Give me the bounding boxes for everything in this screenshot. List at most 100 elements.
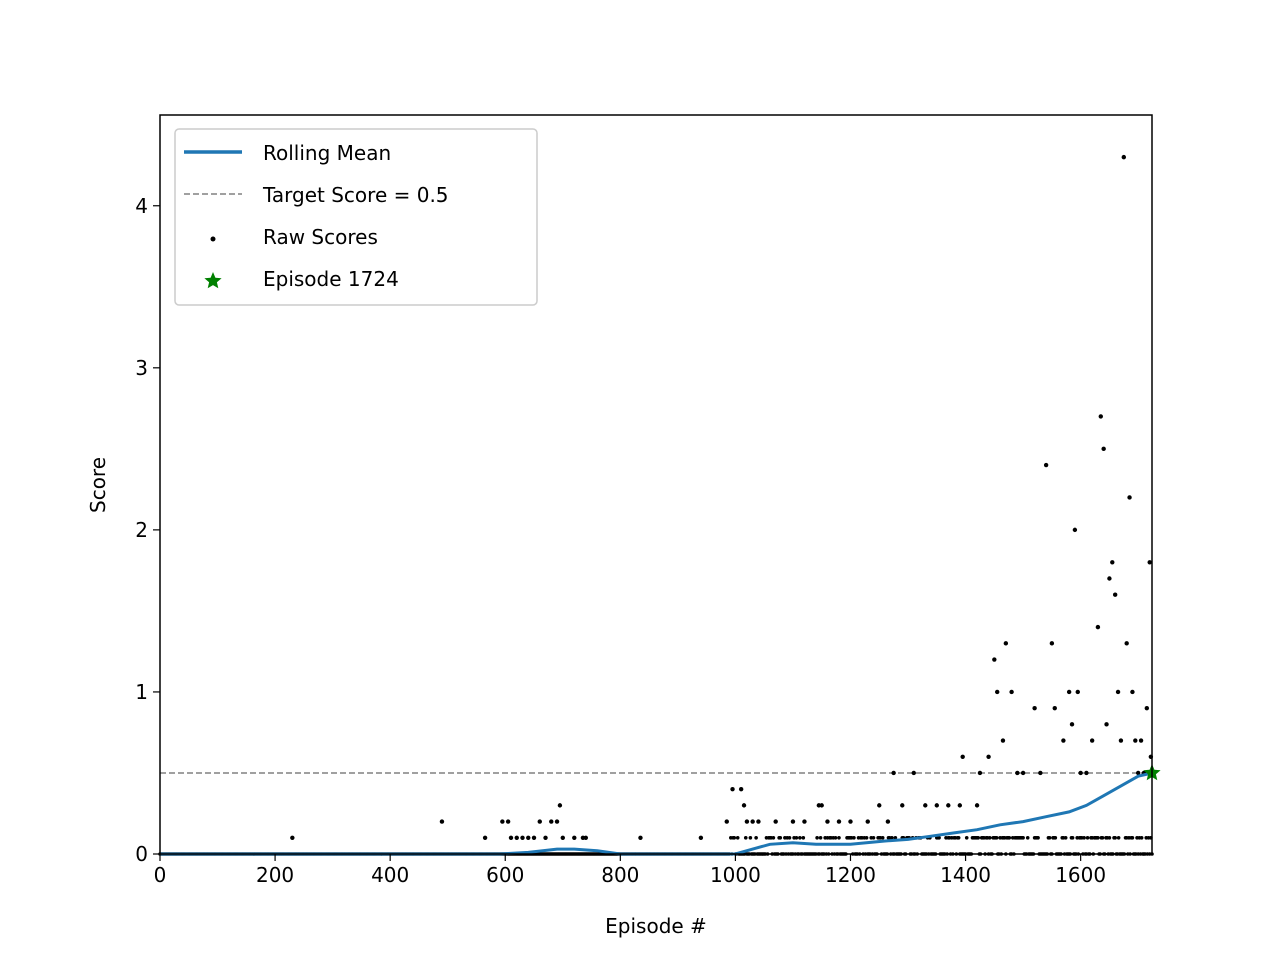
raw-score-point [773,819,778,824]
raw-score-point [937,835,941,840]
raw-score-point [1070,835,1075,840]
raw-score-point [957,803,963,808]
raw-score-point [754,835,758,840]
raw-score-point [964,835,969,840]
x-tick-label: 1600 [1055,863,1106,887]
raw-score-point [890,835,894,840]
raw-score-point [1144,705,1150,711]
raw-score-point [1003,641,1009,646]
raw-score-point [900,803,905,808]
raw-score-point [956,835,961,840]
raw-score-point [500,819,505,824]
raw-score-point [638,835,643,840]
raw-score-point [1078,770,1083,776]
raw-score-point [976,835,981,840]
raw-score-point [1112,592,1118,597]
raw-score-point [1130,835,1135,840]
raw-score-point [1135,770,1141,776]
raw-score-point [1124,641,1129,646]
raw-score-point [960,754,965,759]
raw-score-point [1000,738,1006,743]
raw-score-point [543,835,548,840]
raw-score-point [1107,576,1112,581]
raw-score-point [911,770,916,776]
legend-box [174,128,538,306]
raw-score-point [818,835,823,840]
raw-score-point [1100,835,1105,840]
raw-score-point [1063,835,1068,840]
raw-score-point [1095,624,1101,630]
raw-score-point [735,835,740,840]
raw-score-point [1127,495,1132,500]
raw-score-point [526,835,531,840]
y-tick-label: 3 [135,356,148,380]
raw-score-point [946,803,951,808]
raw-score-point [1147,560,1152,565]
legend-label-raw: Raw Scores [263,225,378,249]
raw-score-point [825,819,830,824]
legend-label-rolling: Rolling Mean [263,141,391,165]
raw-score-point [732,835,737,840]
raw-score-point [748,835,753,840]
raw-score-point [1072,527,1078,533]
x-tick-label: 800 [601,863,639,887]
raw-score-point [893,835,898,840]
raw-score-point [1139,835,1144,840]
raw-score-point [1047,835,1052,840]
raw-score-point [880,835,885,840]
y-tick-label: 2 [135,518,148,542]
raw-score-point [1118,738,1124,743]
raw-score-point [923,803,928,808]
raw-score-point [738,786,744,792]
raw-score-point [1066,689,1072,695]
legend: Rolling Mean Target Score = 0.5 Raw Scores… [174,128,538,306]
raw-score-point [549,819,554,824]
raw-score-point [531,835,537,840]
raw-score-point [730,786,735,792]
raw-score-point [1104,722,1109,727]
raw-score-point [508,835,514,840]
raw-score-point [1025,835,1030,840]
raw-score-point [871,835,876,840]
raw-score-point [815,835,819,840]
raw-score-point [833,835,838,840]
raw-score-point [743,835,748,840]
raw-score-point [1098,414,1103,419]
raw-score-point [560,835,565,840]
raw-score-point [1049,641,1055,646]
raw-score-point [836,819,842,824]
raw-score-point [802,819,807,824]
raw-score-point [1052,705,1057,711]
raw-score-point [986,754,991,759]
plot-frame [159,114,1153,855]
raw-score-point [1084,770,1089,776]
raw-score-point [1085,835,1090,840]
raw-score-point [877,803,882,808]
plot-layer [158,154,1161,856]
raw-score-point [750,819,755,824]
x-tick-label: 200 [256,863,294,887]
raw-score-point [1007,835,1012,840]
y-axis-label: Score [86,457,110,513]
raw-score-point [557,803,563,808]
raw-score-point [837,835,841,840]
x-tick-label: 400 [371,863,409,887]
legend-swatch-raw-scores [210,236,216,242]
raw-score-point [1036,835,1040,840]
raw-score-point [1138,738,1144,743]
raw-score-point [974,803,980,808]
raw-score-point [798,835,802,840]
raw-score-point [1061,738,1066,743]
raw-score-point [992,657,997,662]
raw-score-point [1115,689,1121,695]
x-tick-label: 1200 [825,863,876,887]
raw-score-point [1089,738,1095,743]
raw-score-point [1130,689,1135,695]
raw-score-point [794,835,799,840]
raw-score-point [1053,835,1058,840]
rolling-mean-series [160,771,1153,856]
raw-score-point [1020,770,1026,776]
raw-score-point [1032,705,1037,711]
raw-score-point [439,819,445,824]
